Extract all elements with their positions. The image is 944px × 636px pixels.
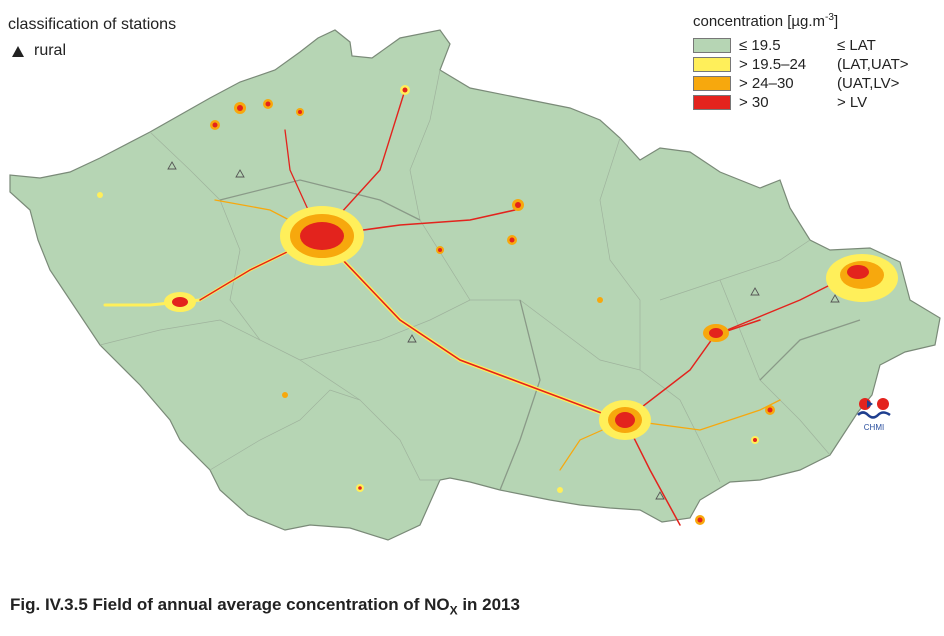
hotspot-olomouc (703, 324, 729, 342)
figure-caption: Fig. IV.3.5 Field of annual average conc… (10, 595, 520, 618)
stations-item-rural: rural (8, 38, 176, 64)
stations-heading: classification of stations (8, 16, 177, 33)
legend-item: > 19.5–24 (LAT,UAT> (693, 55, 909, 74)
concentration-legend: concentration [µg.m-3] ≤ 19.5 ≤ LAT > 19… (693, 12, 909, 112)
country-outline (9, 29, 941, 541)
rural-station-markers (167, 161, 840, 500)
legend-swatch (693, 95, 731, 110)
legend-swatch (693, 76, 731, 91)
chmi-logo: CHMI (854, 395, 894, 437)
nox-concentration-map (9, 29, 941, 541)
legend-item: ≤ 19.5 ≤ LAT (693, 36, 909, 55)
hotspot-brno (599, 400, 651, 440)
hotspot-ostrava (826, 254, 898, 302)
hotspot-prague (280, 206, 364, 266)
legend-item: > 30 > LV (693, 93, 909, 112)
triangle-icon (12, 45, 24, 57)
legend-class: > LV (837, 94, 868, 111)
hotspot-plzen (164, 292, 196, 312)
legend-range: ≤ 19.5 (739, 37, 781, 54)
legend-range: > 30 (739, 94, 769, 111)
urban-hotspots (97, 85, 898, 525)
chmi-logo-text: CHMI (863, 423, 885, 432)
legend-class: (UAT,LV> (837, 75, 900, 92)
regional-boundaries (219, 179, 861, 491)
legend-class: (LAT,UAT> (837, 56, 909, 73)
legend-swatch (693, 38, 731, 53)
legend-range: > 19.5–24 (739, 56, 807, 73)
chmi-logo-icon (857, 398, 891, 419)
legend-title: concentration [µg.m-3] (693, 12, 839, 30)
stations-item-label: rural (34, 42, 67, 59)
hotspot-northern-cities (97, 85, 775, 525)
legend-item: > 24–30 (UAT,LV> (693, 74, 909, 93)
station-classification: classification of stations rural (8, 12, 176, 64)
legend-swatch (693, 57, 731, 72)
legend-class: ≤ LAT (837, 37, 876, 54)
legend-range: > 24–30 (739, 75, 794, 92)
